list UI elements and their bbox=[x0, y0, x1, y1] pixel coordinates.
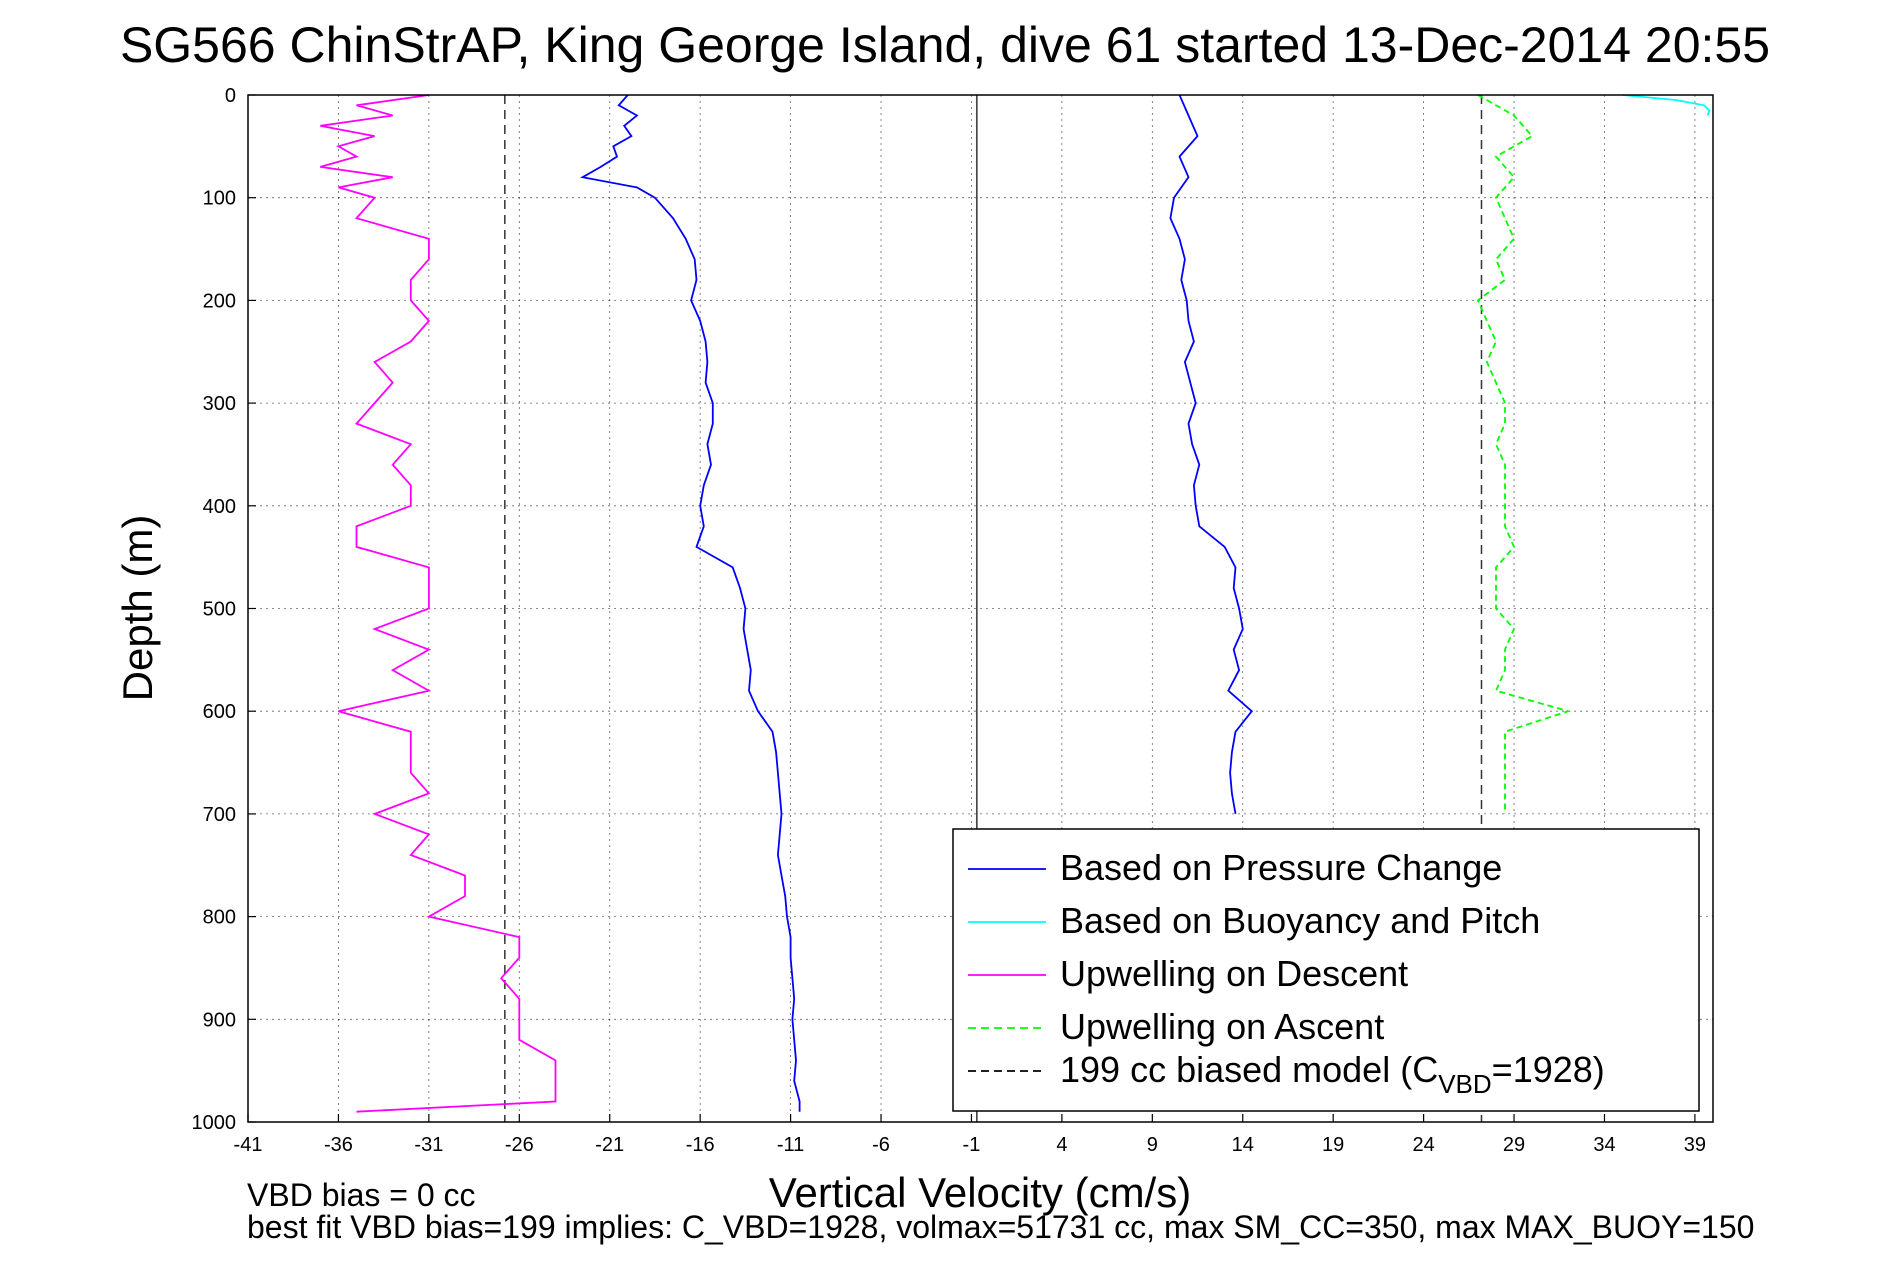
best-fit-annotation: best fit VBD bias=199 implies: C_VBD=192… bbox=[247, 1209, 1754, 1245]
x-tick-label: 34 bbox=[1593, 1134, 1615, 1156]
y-tick-label: 1000 bbox=[192, 1112, 237, 1134]
y-tick-label: 200 bbox=[203, 290, 236, 312]
legend-label: Upwelling on Descent bbox=[1060, 953, 1408, 994]
x-tick-label: -41 bbox=[234, 1134, 263, 1156]
legend-label: 199 cc biased model (CVBD=1928) bbox=[1060, 1049, 1605, 1099]
y-tick-label: 100 bbox=[203, 188, 236, 210]
x-tick-label: 4 bbox=[1056, 1134, 1067, 1156]
x-tick-label: -36 bbox=[324, 1134, 353, 1156]
series-line-3 bbox=[320, 94, 557, 1113]
y-tick-label: 0 bbox=[225, 85, 236, 107]
x-tick-label: -16 bbox=[686, 1134, 715, 1156]
legend: Based on Pressure Change Based on Buoyanc… bbox=[952, 828, 1700, 1112]
x-tick-label: -11 bbox=[777, 1134, 804, 1156]
x-tick-label: 9 bbox=[1147, 1134, 1158, 1156]
legend-label: Based on Pressure Change bbox=[1060, 847, 1502, 888]
y-tick-label: 500 bbox=[203, 599, 236, 621]
x-tick-label: -6 bbox=[872, 1134, 890, 1156]
x-tick-label: 39 bbox=[1684, 1134, 1706, 1156]
y-tick-label: 600 bbox=[203, 701, 236, 723]
y-tick-label: 800 bbox=[203, 907, 236, 929]
series-line-4 bbox=[1476, 94, 1572, 814]
series-line-0 bbox=[580, 94, 801, 1112]
chart-title: SG566 ChinStrAP, King George Island, div… bbox=[120, 17, 1770, 73]
x-tick-label: 19 bbox=[1322, 1134, 1344, 1156]
x-tick-label: -21 bbox=[595, 1134, 624, 1156]
y-tick-label: 900 bbox=[203, 1009, 236, 1031]
legend-box bbox=[952, 828, 1700, 1112]
x-tick-label: 14 bbox=[1232, 1134, 1254, 1156]
series-line-2 bbox=[1622, 94, 1711, 116]
axis-ticks: -41 -36 -31 -26 -21 -16 -11 -6 -1 4 9 14 19 24 29 34 39 0… bbox=[192, 85, 1707, 1156]
vbd-bias-annotation: VBD bias = 0 cc bbox=[247, 1177, 476, 1213]
x-tick-label: 24 bbox=[1412, 1134, 1434, 1156]
x-tick-label: -26 bbox=[505, 1134, 534, 1156]
x-tick-label: -1 bbox=[963, 1134, 981, 1156]
series-line-1 bbox=[1169, 94, 1254, 815]
x-tick-label: -31 bbox=[414, 1134, 443, 1156]
y-tick-label: 700 bbox=[203, 804, 236, 826]
y-axis-label: Depth (m) bbox=[114, 515, 161, 702]
x-tick-label: 29 bbox=[1503, 1134, 1525, 1156]
x-axis-label: Vertical Velocity (cm/s) bbox=[769, 1169, 1191, 1216]
y-tick-label: 300 bbox=[203, 393, 236, 415]
y-tick-label: 400 bbox=[203, 496, 236, 518]
legend-label: Upwelling on Ascent bbox=[1060, 1006, 1384, 1047]
legend-label: Based on Buoyancy and Pitch bbox=[1060, 900, 1540, 941]
